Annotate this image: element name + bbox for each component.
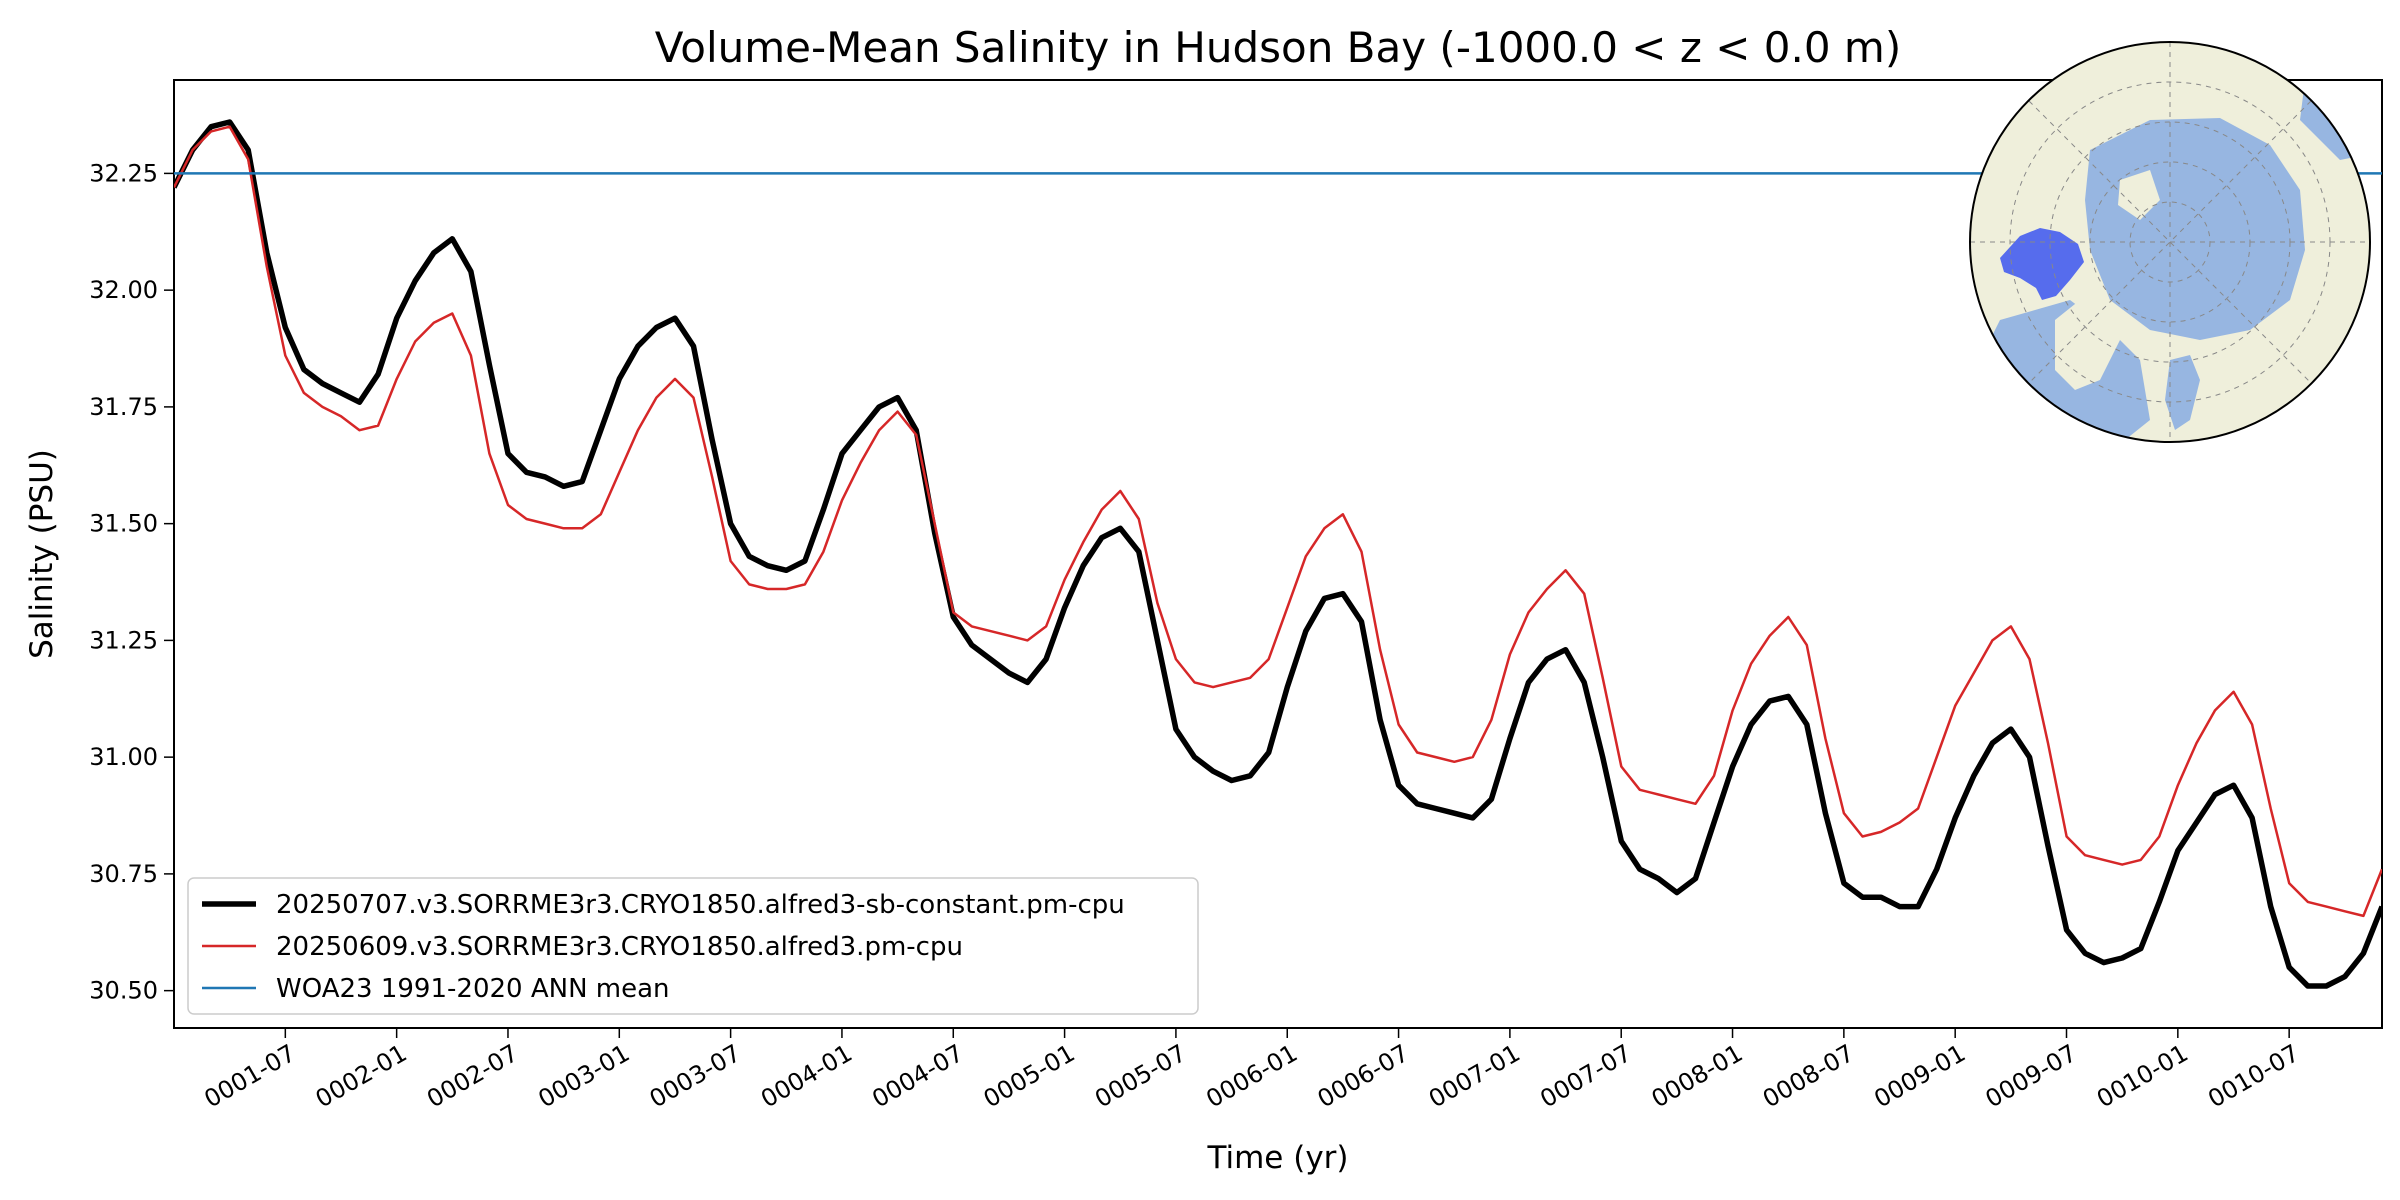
plot-frame: [173, 79, 2383, 1029]
x-tick-label: 0010-01: [2092, 1039, 2193, 1113]
map-baltic: [2165, 355, 2200, 430]
x-tick-label: 0010-07: [2203, 1039, 2304, 1113]
x-tick-label: 0002-01: [311, 1039, 412, 1113]
x-tick-label: 0008-01: [1647, 1039, 1748, 1113]
legend-entry-2: 20250609.v3.SORRME3r3.CRYO1850.alfred3.p…: [276, 932, 963, 962]
y-axis: 30.50 30.75 31.00 31.25 31.50 31.75 32.00 32.25: [89, 159, 174, 1005]
map-archipelago: [2118, 170, 2160, 220]
x-tick-label: 0005-07: [1090, 1039, 1191, 1113]
x-tick-label: 0002-07: [422, 1039, 523, 1113]
x-axis: 0001-07 0002-01 0002-07 0003-01 0003-07 0004-…: [199, 1028, 2304, 1113]
inset-map: [1969, 41, 2371, 443]
legend-entry-3: WOA23 1991-2020 ANN mean: [276, 974, 670, 1004]
series-line-2: [174, 125, 2382, 918]
x-tick-label: 0005-01: [979, 1039, 1080, 1113]
y-tick-label: 32.00: [89, 276, 158, 304]
legend-entry-1: 20250707.v3.SORRME3r3.CRYO1850.alfred3-s…: [276, 890, 1125, 920]
map-hudson-bay: [2000, 228, 2084, 300]
x-tick-label: 0009-07: [1981, 1039, 2082, 1113]
x-tick-label: 0006-07: [1313, 1039, 1414, 1113]
y-tick-label: 30.50: [89, 977, 158, 1005]
x-tick-label: 0007-07: [1535, 1039, 1636, 1113]
map-greenland: [2055, 300, 2120, 390]
legend-frame: [187, 877, 1199, 1015]
map-border: [1969, 41, 2371, 443]
x-tick-label: 0003-01: [533, 1039, 634, 1113]
series-line-1: [174, 119, 2382, 989]
y-tick-label: 31.00: [89, 743, 158, 771]
legend: 20250707.v3.SORRME3r3.CRYO1850.alfred3-s…: [187, 877, 1199, 1015]
y-axis-label: Salinity (PSU): [24, 449, 60, 659]
y-tick-label: 30.75: [89, 860, 158, 888]
y-tick-label: 31.75: [89, 393, 158, 421]
map-graticule: [1970, 42, 2370, 442]
x-axis-label: Time (yr): [1207, 1140, 1349, 1176]
y-tick-label: 31.50: [89, 510, 158, 538]
y-tick-label: 31.25: [89, 626, 158, 654]
x-tick-label: 0001-07: [199, 1039, 300, 1113]
x-tick-label: 0007-01: [1424, 1039, 1525, 1113]
x-tick-label: 0003-07: [645, 1039, 746, 1113]
x-tick-label: 0004-01: [756, 1039, 857, 1113]
x-tick-label: 0006-01: [1201, 1039, 1302, 1113]
x-tick-label: 0004-07: [867, 1039, 968, 1113]
x-tick-label: 0008-07: [1758, 1039, 1859, 1113]
y-tick-label: 32.25: [89, 159, 158, 187]
x-tick-label: 0009-01: [1869, 1039, 1970, 1113]
chart-title: Volume-Mean Salinity in Hudson Bay (-100…: [655, 23, 1901, 72]
